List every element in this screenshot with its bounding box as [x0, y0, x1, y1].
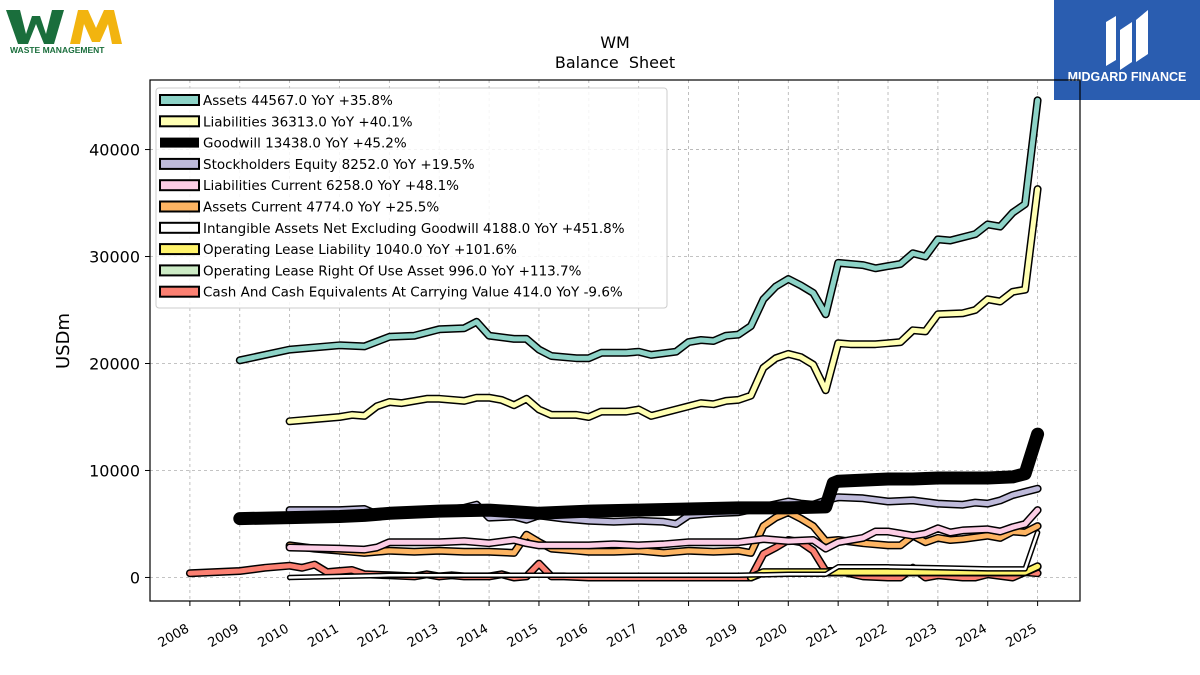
x-tick-label: 2025 [1003, 621, 1039, 651]
legend-entry: Operating Lease Liability 1040.0 YoY +10… [159, 242, 517, 258]
legend-label: Liabilities 36313.0 YoY +40.1% [203, 114, 413, 130]
x-tick-label: 2021 [804, 621, 840, 651]
series-line [288, 531, 1039, 579]
brand-text: MIDGARD FINANCE [1068, 70, 1187, 84]
waste-management-logo: WASTE MANAGEMENT [6, 10, 122, 55]
midgard-finance-logo: MIDGARD FINANCE [1054, 0, 1200, 100]
legend-label: Goodwill 13438.0 YoY +45.2% [203, 136, 407, 152]
x-tick-label: 2019 [704, 621, 740, 651]
x-tick-label: 2010 [255, 621, 291, 651]
x-tick-label: 2015 [505, 621, 541, 651]
x-tick-label: 2011 [305, 621, 341, 651]
legend: Assets 44567.0 YoY +35.8% Liabilities 363… [155, 87, 668, 309]
y-tick-label: 10000 [89, 461, 140, 480]
brand-mark-icon [1106, 10, 1148, 70]
legend-entry: Liabilities Current 6258.0 YoY +48.1% [159, 178, 459, 194]
legend-entry: Liabilities 36313.0 YoY +40.1% [159, 114, 413, 130]
legend-label: Assets Current 4774.0 YoY +25.5% [203, 200, 439, 216]
legend-swatch [159, 157, 200, 170]
y-tick-label: 40000 [89, 141, 140, 160]
legend-entry: Goodwill 13438.0 YoY +45.2% [160, 136, 407, 152]
series-line [237, 97, 1041, 363]
chart-subtitle: Balance Sheet [555, 53, 675, 72]
x-tick-label: 2008 [156, 621, 192, 651]
legend-entry: Operating Lease Right Of Use Asset 996.0… [159, 263, 582, 279]
legend-entry: Intangible Assets Net Excluding Goodwill… [159, 221, 625, 237]
series-goodwill [233, 427, 1045, 526]
chart-title: WM [600, 33, 630, 52]
legend-swatch [159, 264, 200, 277]
x-tick-label: 2013 [405, 621, 441, 651]
x-tick-label: 2023 [904, 621, 940, 651]
legend-label: Stockholders Equity 8252.0 YoY +19.5% [203, 157, 475, 173]
x-tick-label: 2016 [555, 621, 591, 651]
series-line [234, 429, 1043, 524]
y-axis-label: USDm [53, 313, 74, 369]
series-liabilities-current [285, 506, 1042, 554]
series-liabilities [285, 185, 1042, 426]
legend-swatch [159, 243, 200, 256]
legend-swatch [159, 200, 200, 213]
x-tick-label: 2020 [754, 621, 790, 651]
series-intangible-assets-net-excluding-goodwill [286, 529, 1041, 581]
logo-w-mark [6, 10, 64, 44]
legend-label: Operating Lease Right Of Use Asset 996.0… [203, 263, 582, 279]
legend-swatch [159, 94, 200, 106]
legend-entry: Assets Current 4774.0 YoY +25.5% [159, 200, 439, 216]
legend-swatch [160, 137, 199, 148]
x-tick-label: 2022 [854, 621, 890, 651]
y-tick-label: 30000 [89, 248, 140, 267]
x-tick-label: 2024 [954, 621, 990, 651]
x-tick-label: 2018 [654, 621, 690, 651]
legend-entry: Stockholders Equity 8252.0 YoY +19.5% [159, 157, 475, 173]
legend-label: Cash And Cash Equivalents At Carrying Va… [203, 285, 623, 301]
plot-frame [149, 79, 1081, 602]
series-line [287, 509, 1041, 556]
series-line [287, 507, 1041, 553]
x-tick-label: 2012 [355, 621, 391, 651]
legend-swatch [159, 285, 200, 298]
legend-swatch [159, 221, 200, 234]
y-tick-label: 0 [130, 568, 140, 587]
legend-box [155, 87, 668, 309]
legend-swatch [159, 179, 200, 192]
series-assets-current [285, 508, 1042, 557]
legend-entry: Assets 44567.0 YoY +35.8% [159, 93, 393, 109]
legend-label: Operating Lease Liability 1040.0 YoY +10… [203, 242, 517, 258]
series-lines [185, 96, 1045, 582]
x-tick-label: 2014 [455, 621, 491, 651]
legend-label: Intangible Assets Net Excluding Goodwill… [203, 221, 625, 237]
legend-swatch [159, 115, 200, 128]
series-line [287, 186, 1041, 424]
x-tick-label: 2017 [605, 621, 641, 651]
y-tick-label: 20000 [89, 355, 140, 374]
legend-label: Liabilities Current 6258.0 YoY +48.1% [203, 178, 459, 194]
legend-label: Assets 44567.0 YoY +35.8% [203, 93, 393, 109]
series-assets [235, 96, 1042, 365]
logo-m-mark [70, 10, 122, 44]
legend-entry: Cash And Cash Equivalents At Carrying Va… [159, 285, 623, 301]
x-tick-label: 2009 [206, 621, 242, 651]
logo-text: WASTE MANAGEMENT [10, 45, 105, 55]
